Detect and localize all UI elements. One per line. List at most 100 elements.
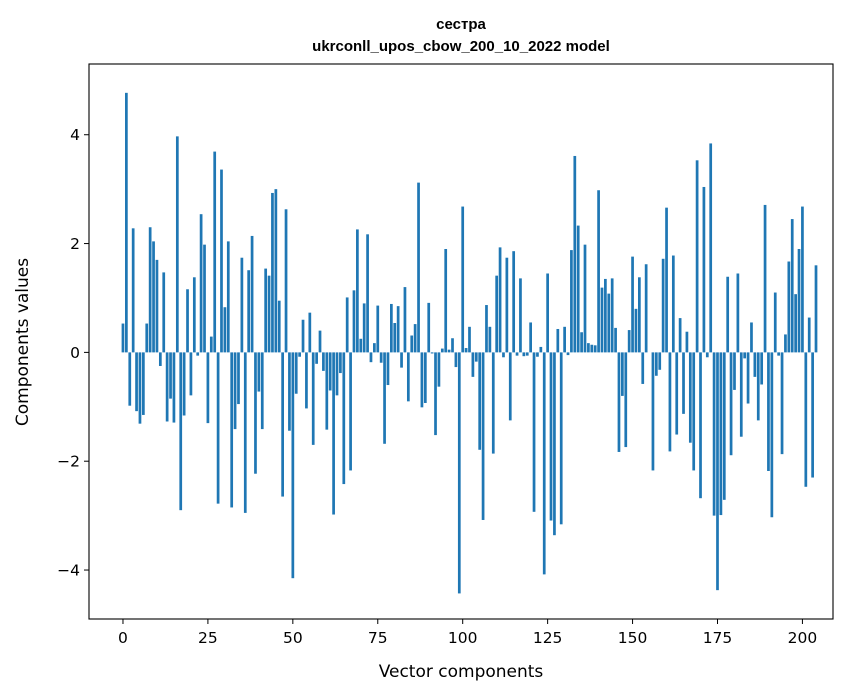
bar-component-190 [767,352,770,471]
bar-component-112 [502,352,505,358]
bar-component-91 [430,352,434,354]
bar-component-128 [556,328,560,353]
bar-component-119 [525,352,529,356]
y-tick-label: 2 [70,235,80,253]
bar-component-162 [671,255,675,353]
bar-component-0 [121,323,125,353]
bar-component-54 [305,352,308,409]
bar-component-191 [770,352,774,518]
x-axis-ticks: 0 25 50 75 100 125 150 175 200 [118,619,817,647]
bar-component-189 [763,204,767,353]
bar-component-114 [508,352,512,421]
plot-frame [88,63,834,620]
bar-component-16 [175,136,179,353]
bar-component-92 [434,352,437,436]
bar-component-34 [237,352,240,405]
bar-component-25 [206,352,210,424]
bar-component-134 [576,225,580,353]
bar-component-158 [658,352,662,370]
bar-component-64 [339,352,342,374]
bar-component-86 [413,324,417,353]
bar-component-184 [746,352,750,404]
bar-component-9 [152,241,155,353]
bar-component-183 [743,352,747,359]
bar-component-135 [580,332,583,353]
bar-component-126 [549,352,553,521]
bar-component-164 [678,318,682,353]
bar-component-109 [491,352,495,454]
bar-component-104 [474,352,478,362]
bar-component-75 [376,305,380,353]
y-axis-label: Components values [13,258,33,426]
bar-component-22 [196,352,200,356]
bar-component-170 [699,352,702,499]
bar-component-118 [522,352,526,357]
bar-component-46 [277,300,281,353]
bar-component-196 [787,261,791,353]
bar-component-180 [733,352,736,390]
bar-component-52 [298,352,301,357]
bar-component-2 [128,352,132,406]
bar-component-29 [220,169,223,353]
bar-component-15 [172,352,176,423]
bar-component-84 [406,352,410,402]
bar-component-79 [390,303,393,353]
bar-component-26 [209,336,213,353]
bar-component-41 [260,352,264,430]
bar-component-13 [165,352,169,422]
bar-component-11 [158,352,162,366]
bar-component-88 [420,352,424,408]
bar-component-178 [726,276,730,353]
bar-component-3 [131,228,135,353]
bar-component-95 [444,249,448,353]
bar-component-147 [621,352,624,396]
bar-component-125 [546,273,549,353]
bar-component-97 [451,338,454,353]
bar-component-129 [559,352,563,525]
bar-component-150 [631,256,634,353]
bar-component-74 [373,343,376,353]
bar-component-146 [617,352,621,452]
bar-component-5 [138,352,142,424]
bar-component-160 [665,207,668,353]
bar-component-94 [440,348,444,353]
y-tick-label: 4 [70,126,80,144]
bar-component-63 [335,352,339,396]
bar-component-33 [233,352,237,430]
bar-component-102 [468,326,471,353]
bar-component-6 [142,352,145,415]
bar-component-175 [716,352,719,591]
bar-component-188 [760,352,764,385]
bar-component-36 [243,352,247,513]
bar-component-48 [284,209,288,353]
bar-component-133 [573,155,577,353]
bar-component-166 [685,331,689,353]
bar-component-120 [529,322,532,353]
x-tick-label: 200 [788,629,818,647]
bar-component-23 [199,214,203,353]
bar-component-136 [583,244,587,353]
bar-component-85 [410,335,414,353]
bar-component-21 [192,277,196,353]
bar-component-72 [366,234,369,353]
bar-component-171 [702,186,706,353]
bar-component-139 [593,345,597,353]
bar-component-151 [634,308,638,353]
bar-component-18 [182,352,186,416]
bar-component-179 [729,352,733,456]
chart-title-line2: ukrconll_upos_cbow_200_10_2022 model [312,38,610,55]
bar-component-4 [135,352,138,412]
bar-component-58 [318,330,322,353]
x-tick-label: 175 [703,629,733,647]
bar-component-123 [539,346,543,353]
bar-component-113 [505,257,509,353]
bar-component-90 [427,302,431,353]
bar-component-39 [254,352,257,474]
bar-component-200 [801,206,804,353]
bar-component-32 [230,352,234,508]
bar-component-201 [804,352,808,487]
bar-component-37 [247,270,251,353]
bar-component-7 [145,323,149,353]
bar-component-30 [223,307,227,353]
x-tick-label: 150 [618,629,648,647]
